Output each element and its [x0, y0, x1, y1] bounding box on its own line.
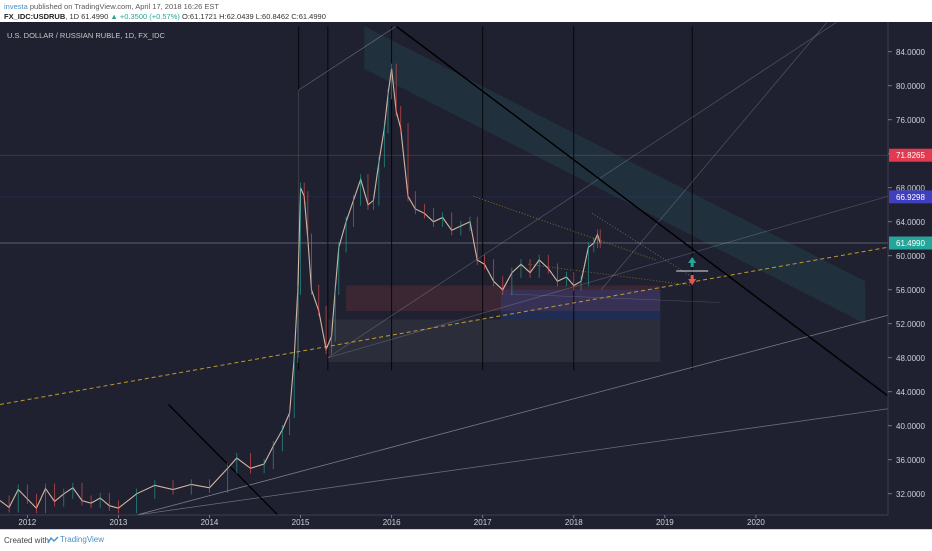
x-tick-label: 2020 — [747, 518, 765, 527]
chart-background — [0, 22, 932, 529]
fan-line-2 — [136, 408, 889, 516]
x-tick-label: 2016 — [383, 518, 401, 527]
price-axis-background — [888, 22, 932, 529]
x-tick-label: 2012 — [18, 518, 36, 527]
down-arrow-stem — [690, 275, 694, 281]
fan-line-5 — [600, 9, 839, 290]
x-tick-label: 2019 — [656, 518, 674, 527]
price-label: 61.4990 — [896, 239, 925, 248]
green-channel-zone — [364, 26, 866, 324]
y-tick-label: 52.0000 — [896, 320, 925, 329]
x-tick-label: 2018 — [565, 518, 583, 527]
publish-info: investa published on TradingView.com, Ap… — [4, 2, 219, 11]
price-label-box — [889, 148, 932, 162]
tradingview-brand[interactable]: TradingView — [60, 535, 105, 544]
y-tick-label: 44.0000 — [896, 388, 925, 397]
y-tick-label: 40.0000 — [896, 422, 925, 431]
blue-zone — [500, 289, 661, 320]
up-arrow-icon — [688, 257, 697, 264]
wedge-lower — [528, 263, 693, 286]
grey-zone — [327, 319, 661, 362]
y-tick-label: 64.0000 — [896, 218, 925, 227]
y-tick-label: 84.0000 — [896, 48, 925, 57]
interval: 1D — [69, 12, 80, 21]
ohlc-values: O:61.1721 H:62.0439 L:60.8462 C:61.4990 — [182, 12, 326, 21]
fan-line-8 — [510, 293, 720, 303]
created-with-text: Created with — [4, 536, 49, 545]
price-series-layer — [0, 63, 601, 514]
time-axis-background — [0, 515, 932, 529]
y-tick-label: 32.0000 — [896, 490, 925, 499]
y-tick-label: 68.0000 — [896, 184, 925, 193]
down-arrow-icon — [688, 279, 697, 286]
chart-area[interactable]: 32.0000 36.0000 40.0000 44.0000 48.0000 52.00… — [0, 8, 932, 529]
fan-line-1 — [136, 314, 889, 516]
wedge-upper — [473, 195, 656, 261]
chart-title: U.S. DOLLAR / RUSSIAN RUBLE, 1D, FX_IDC — [7, 31, 166, 40]
publish-header: investa published on TradingView.com, Ap… — [0, 0, 932, 22]
fan-line-3 — [327, 195, 889, 359]
price-label-box — [889, 190, 932, 204]
minor-down-trendline — [168, 404, 279, 516]
y-tick-label: 60.0000 — [896, 252, 925, 261]
x-tick-label: 2013 — [110, 518, 128, 527]
quote-line: FX_IDC:USDRUB, 1D 61.4990 ▲ +0.3500 (+0.… — [4, 12, 326, 21]
axes-layer: 32.0000 36.0000 40.0000 44.0000 48.0000 52.00… — [0, 22, 932, 529]
y-tick-label: 48.0000 — [896, 354, 925, 363]
y-tick-label: 80.0000 — [896, 82, 925, 91]
fan-line-4 — [327, 8, 857, 359]
x-tick-label: 2015 — [292, 518, 310, 527]
tradingview-logo-icon[interactable]: TradingView — [47, 535, 104, 544]
y-tick-label: 76.0000 — [896, 116, 925, 125]
price-label: 71.8265 — [896, 151, 925, 160]
footer: Created with TradingView — [0, 529, 932, 551]
y-tick-label: 36.0000 — [896, 456, 925, 465]
published-text: published on TradingView.com, April 17, … — [29, 2, 220, 11]
price-label-box — [889, 236, 932, 250]
price-chart[interactable]: 32.0000 36.0000 40.0000 44.0000 48.0000 52.00… — [0, 8, 932, 529]
dashed-trendline — [0, 246, 889, 405]
publisher-name[interactable]: investa — [4, 2, 28, 11]
last-price: 61.4990 — [81, 12, 109, 21]
x-tick-label: 2014 — [201, 518, 219, 527]
up-arrow-stem — [690, 262, 694, 268]
fan-line-6 — [298, 25, 397, 91]
x-tick-label: 2017 — [474, 518, 492, 527]
major-down-trendline — [395, 25, 889, 397]
price-label: 66.9298 — [896, 193, 925, 202]
y-tick-label: 56.0000 — [896, 286, 925, 295]
price-change: ▲ +0.3500 (+0.57%) — [110, 12, 180, 21]
symbol-name: FX_IDC:USDRUB — [4, 12, 66, 21]
